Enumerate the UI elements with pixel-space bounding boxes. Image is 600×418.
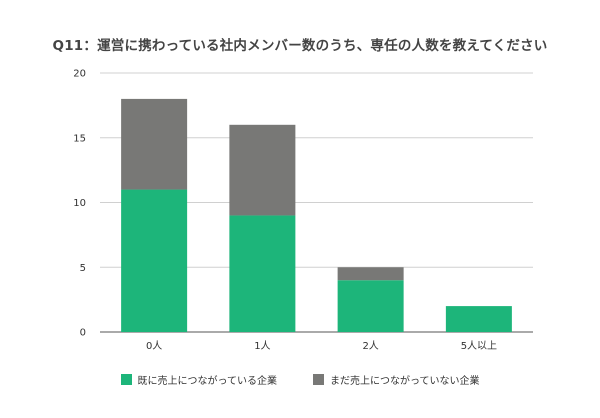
bar-segment (229, 215, 296, 332)
bar-segment (229, 124, 296, 216)
legend: 既に売上につながっている企業 まだ売上につながっていない企業 (0, 370, 600, 388)
bar-segment (445, 306, 512, 332)
legend-swatch-sales (120, 373, 132, 385)
bar-segment (121, 98, 188, 190)
y-tick-label: 15 (73, 133, 86, 144)
x-tick-label: 2人 (362, 340, 378, 352)
legend-label-no-sales: まだ売上につながっていない企業 (330, 375, 480, 387)
legend-swatch-no-sales (313, 373, 324, 385)
y-tick-label: 10 (73, 198, 86, 209)
legend-item-no-sales: まだ売上につながっていない企業 (313, 372, 480, 387)
y-tick-label: 5 (80, 263, 86, 274)
y-tick-label: 20 (73, 69, 86, 80)
x-tick-label: 5人以上 (461, 340, 497, 352)
y-tick-label: 0 (80, 328, 86, 339)
bar-segment (337, 280, 404, 332)
bar-segment (337, 267, 404, 281)
legend-item-sales: 既に売上につながっている企業 (120, 372, 278, 387)
legend-label-sales: 既に売上につながっている企業 (137, 375, 278, 387)
chart-title: Q11：運営に携わっている社内メンバー数のうち、専任の人数を教えてください (52, 38, 548, 54)
x-tick-label: 0人 (146, 340, 162, 352)
bar-segment (121, 189, 188, 332)
x-tick-label: 1人 (254, 340, 270, 352)
